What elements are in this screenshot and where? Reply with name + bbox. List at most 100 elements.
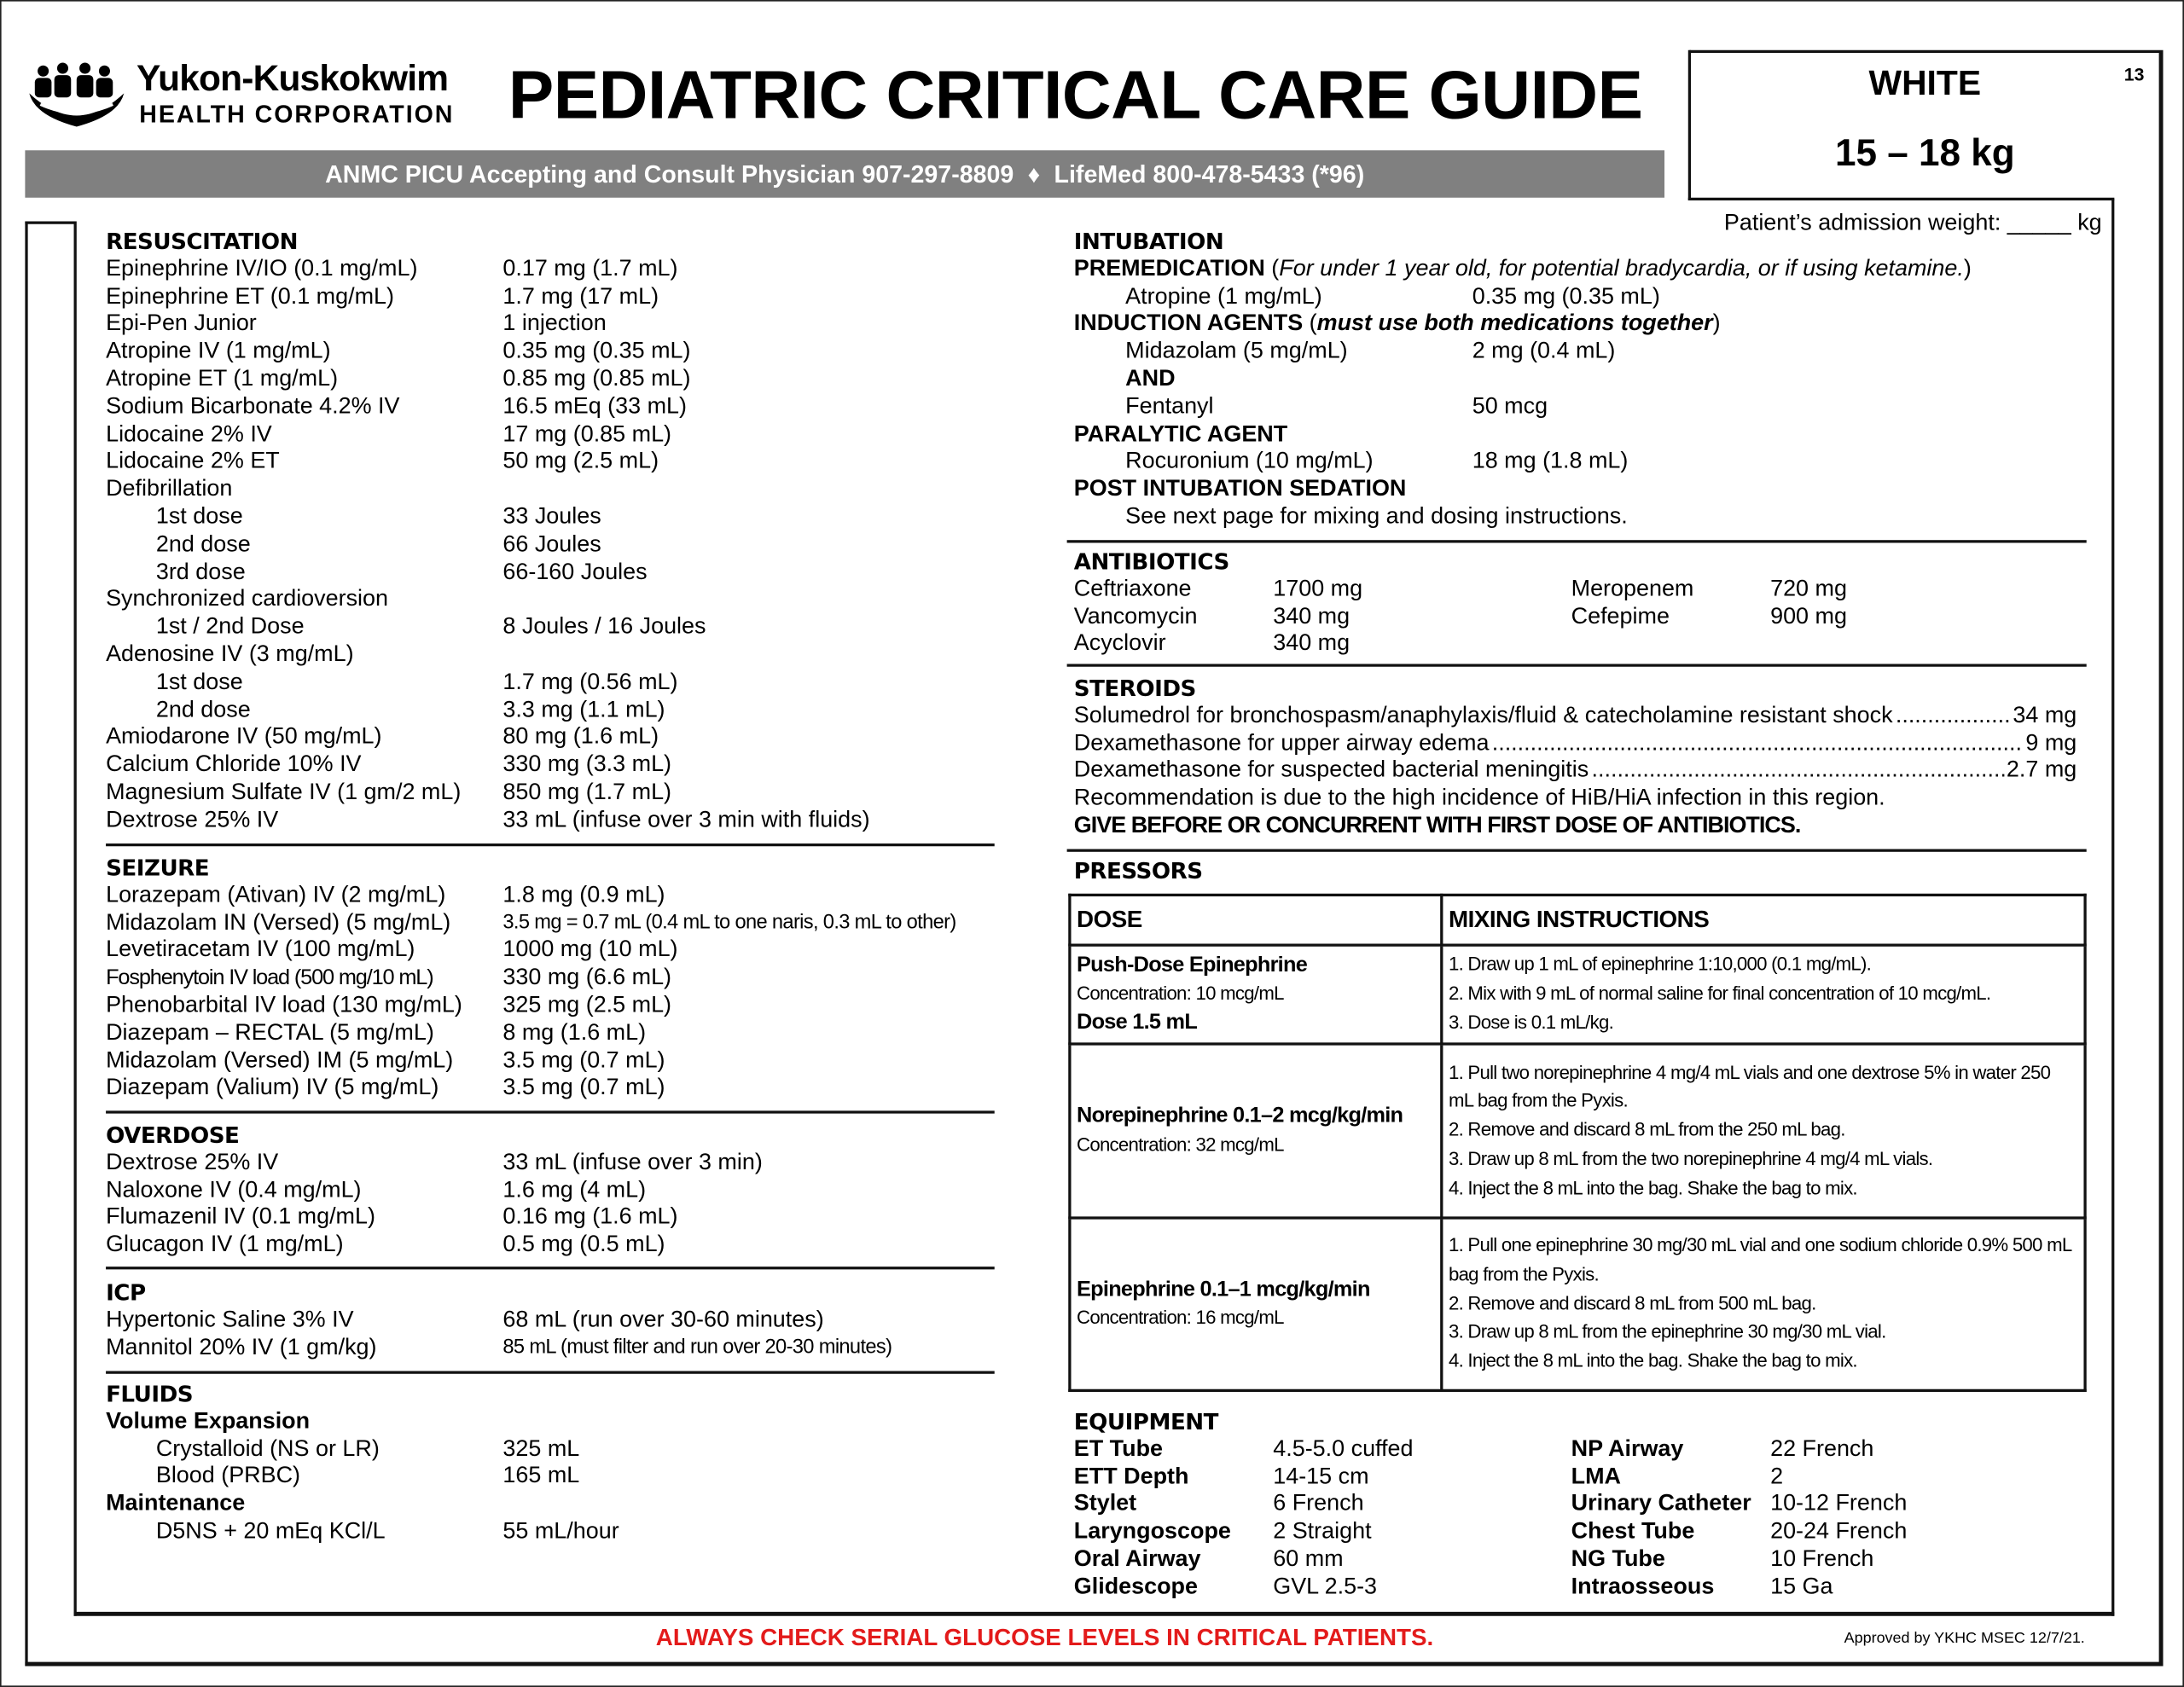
dose-value: 33 mL (infuse over 3 min): [502, 1149, 763, 1175]
steroid-indication: Solumedrol for bronchospasm/anaphylaxis/…: [1073, 702, 1893, 728]
dose-value: 850 mg (1.7 mL): [502, 779, 672, 805]
dose-row: Epinephrine IV/IO (0.1 mg/mL) 0.17 mg (1.…: [106, 256, 870, 283]
pressor-concentration: Concentration: 16 mcg/mL: [1077, 1307, 1284, 1328]
dose-value: 0.16 mg (1.6 mL): [502, 1204, 678, 1230]
frame-line: [25, 221, 28, 1667]
section-heading: INTUBATION: [1073, 228, 1224, 255]
dose-value: 50 mcg: [1472, 393, 1548, 419]
page-title: PEDIATRIC CRITICAL CARE GUIDE: [508, 58, 1643, 134]
drug-label: 2nd dose: [155, 696, 251, 722]
dose-value: 17 mg (0.85 mL): [502, 420, 672, 447]
section-heading: RESUSCITATION: [106, 228, 299, 255]
dose-value: 66 Joules: [502, 531, 601, 557]
drug-label: Lidocaine 2% IV: [106, 420, 272, 447]
dose-row: Lorazepam (Ativan) IV (2 mg/mL) 1.8 mg (0…: [106, 882, 956, 909]
dose-value: 18 mg (1.8 mL): [1472, 449, 1629, 474]
dose-row: Midazolam (5 mg/mL) 2 mg (0.4 mL): [1074, 339, 1972, 366]
item-value: 60 mm: [1273, 1546, 1344, 1572]
drug-label: Levetiracetam IV (100 mg/mL): [106, 936, 415, 963]
dose-row: 1st / 2nd Dose 8 Joules / 16 Joules: [106, 614, 870, 641]
pressor-concentration: Concentration: 10 mcg/mL: [1077, 983, 1284, 1005]
drug-label: Amiodarone IV (50 mg/mL): [106, 724, 382, 750]
admission-weight-field[interactable]: Patient’s admission weight: _____ kg: [1723, 210, 2102, 235]
dose-value: 0.35 mg (0.35 mL): [1472, 283, 1660, 309]
item-value: 1700 mg: [1273, 576, 1363, 601]
mixing-step: 2. Remove and discard 8 mL from 500 mL b…: [1448, 1292, 1816, 1313]
dose-row: Lidocaine 2% ET 50 mg (2.5 mL): [106, 449, 870, 476]
dose-row: Diazepam (Valium) IV (5 mg/mL) 3.5 mg (0.…: [106, 1075, 956, 1103]
dose-value: 1 injection: [502, 310, 607, 336]
pressor-dose-cell: Push-Dose Epinephrine Concentration: 10 m…: [1068, 943, 1443, 1046]
pressor-mixing-cell: 1. Pull two norepinephrine 4 mg/4 mL via…: [1440, 1042, 2087, 1220]
glucose-warning: ALWAYS CHECK SERIAL GLUCOSE LEVELS IN CR…: [655, 1624, 1434, 1651]
drug-label: Hypertonic Saline 3% IV: [106, 1307, 354, 1332]
dose-value: 1.7 mg (17 mL): [502, 283, 659, 309]
item-label: [1571, 631, 1770, 658]
dose-row: Mannitol 20% IV (1 gm/kg) 85 mL (must fil…: [106, 1334, 892, 1361]
drug-label: Fosphenytoin IV load (500 mg/10 mL): [106, 965, 434, 990]
section-seizure: SEIZURE Lorazepam (Ativan) IV (2 mg/mL) 1.…: [106, 855, 956, 1103]
mixing-step: 2. Mix with 9 mL of normal saline for fi…: [1448, 983, 1991, 1004]
frame-line: [73, 1611, 2115, 1616]
dose-value: 0.5 mg (0.5 mL): [502, 1232, 665, 1258]
dose-row: D5NS + 20 mEq KCl/L 55 mL/hour: [106, 1518, 619, 1545]
premedication-label: PREMEDICATION: [1073, 255, 1265, 281]
item-value: 6 French: [1273, 1491, 1364, 1516]
drug-label: Calcium Chloride 10% IV: [106, 751, 362, 777]
contact-bar: ANMC PICU Accepting and Consult Physicia…: [25, 150, 1665, 198]
drug-label: 3rd dose: [155, 559, 246, 584]
drug-label: Flumazenil IV (0.1 mg/mL): [106, 1204, 375, 1230]
item-value: 340 mg: [1273, 603, 1350, 629]
steroid-row: Solumedrol for bronchospasm/anaphylaxis/…: [1074, 703, 2077, 730]
dose-row: Epinephrine ET (0.1 mg/mL) 1.7 mg (17 mL): [106, 283, 870, 310]
mixing-step: 3. Dose is 0.1 mL/kg.: [1448, 1012, 1614, 1033]
weight-range: 15 – 18 kg: [1834, 132, 2015, 174]
dose-row: 2nd dose 66 Joules: [106, 531, 870, 559]
dose-row: Epi-Pen Junior 1 injection: [106, 311, 870, 339]
dose-row: Levetiracetam IV (100 mg/mL) 1000 mg (10 …: [106, 937, 956, 965]
dose-row: Lidocaine 2% IV 17 mg (0.85 mL): [106, 421, 870, 449]
dose-row: Atropine IV (1 mg/mL) 0.35 mg (0.35 mL): [106, 339, 870, 366]
item-value: GVL 2.5-3: [1273, 1574, 1378, 1599]
dose-value: 33 mL (infuse over 3 min with fluids): [502, 807, 870, 832]
dose-value: 3.5 mg = 0.7 mL (0.4 mL to one naris, 0.…: [502, 911, 956, 934]
pressor-name: Norepinephrine 0.1–2 mcg/kg/min: [1077, 1104, 1403, 1128]
drug-label: Midazolam (5 mg/mL): [1125, 338, 1348, 364]
steroids-section: STEROIDS Solumedrol for bronchospasm/ana…: [1074, 675, 2077, 841]
drug-label: Epinephrine IV/IO (0.1 mg/mL): [106, 255, 418, 281]
dose-row: Flumazenil IV (0.1 mg/mL) 0.16 mg (1.6 mL…: [106, 1204, 763, 1232]
dose-row: Amiodarone IV (50 mg/mL) 80 mg (1.6 mL): [106, 724, 870, 751]
equipment-section: EQUIPMENT ET Tube 4.5-5.0 cuffed NP Airway…: [1074, 1409, 2049, 1602]
frame-line: [2158, 51, 2164, 1667]
item-value: [1770, 631, 2049, 658]
item-label: Oral Airway: [1073, 1546, 1201, 1572]
ykhc-logo-icon: [29, 62, 125, 127]
drug-label: Dextrose 25% IV: [106, 807, 279, 832]
dose-row: Fentanyl 50 mcg: [1074, 393, 1972, 420]
divider: [106, 1371, 995, 1374]
section-heading: ANTIBIOTICS: [1073, 548, 1230, 576]
dose-row: Fosphenytoin IV load (500 mg/10 mL) 330 m…: [106, 965, 956, 992]
org-subtitle: HEALTH CORPORATION: [139, 100, 455, 129]
page-number: 13: [2123, 64, 2145, 85]
dose-row: Crystalloid (NS or LR) 325 mL: [106, 1436, 619, 1464]
lifemed-contact: LifeMed 800-478-5433 (*96): [1054, 159, 1365, 188]
dose-row: Magnesium Sulfate IV (1 gm/2 mL) 850 mg (…: [106, 780, 870, 807]
drug-label: Diazepam – RECTAL (5 mg/mL): [106, 1019, 434, 1046]
pressor-name: Epinephrine 0.1–1 mcg/kg/min: [1077, 1277, 1370, 1301]
dot-leader: [1492, 730, 2023, 757]
pressor-mixing-cell: 1. Pull one epinephrine 30 mg/30 mL vial…: [1440, 1216, 2087, 1392]
dose-value: 3.5 mg (0.7 mL): [502, 1075, 665, 1100]
dose-value: 68 mL (run over 30-60 minutes): [502, 1307, 824, 1332]
drug-label: Adenosine IV (3 mg/mL): [106, 641, 354, 667]
approval-note: Approved by YKHC MSEC 12/7/21.: [1844, 1630, 2085, 1647]
item-label: Chest Tube: [1571, 1518, 1695, 1545]
item-label: Laryngoscope: [1073, 1518, 1231, 1545]
item-value: 20-24 French: [1770, 1518, 1908, 1545]
dose-value: 50 mg (2.5 mL): [502, 449, 659, 474]
steroid-row: Dexamethasone for suspected bacterial me…: [1074, 757, 2077, 785]
drug-label: Midazolam IN (Versed) (5 mg/mL): [106, 909, 451, 936]
item-value: 900 mg: [1770, 603, 1847, 629]
drug-label: Glucagon IV (1 mg/mL): [106, 1232, 344, 1258]
dose-row: Dextrose 25% IV 33 mL (infuse over 3 min …: [106, 807, 870, 834]
